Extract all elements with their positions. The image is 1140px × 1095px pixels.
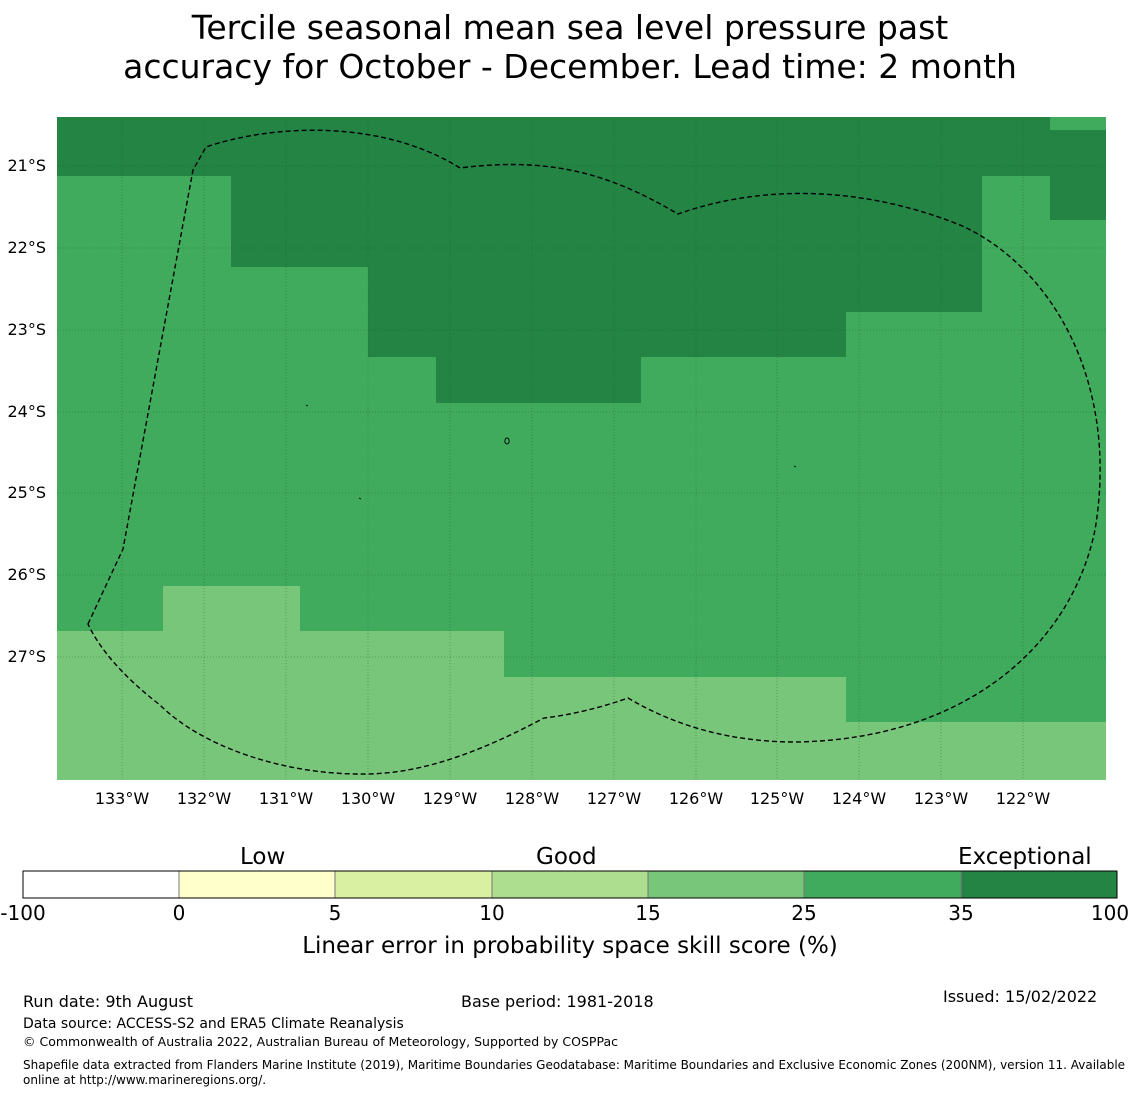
colorbar-tick: 25 bbox=[791, 901, 817, 925]
colorbar-tick: 35 bbox=[948, 901, 974, 925]
lat-label: 21°S bbox=[7, 156, 46, 175]
run-date: Run date: 9th August bbox=[23, 992, 193, 1011]
colorbar-segment bbox=[23, 871, 179, 898]
colorbar-heading-good: Good bbox=[536, 844, 597, 870]
lat-gridlines bbox=[57, 165, 1106, 658]
lon-label: 131°W bbox=[258, 789, 314, 808]
colorbar-label: Linear error in probability space skill … bbox=[302, 933, 838, 959]
lon-label: 132°W bbox=[176, 789, 232, 808]
colorbar-segment bbox=[648, 871, 804, 898]
lon-gridlines bbox=[121, 117, 1024, 780]
lat-label: 26°S bbox=[7, 565, 46, 584]
lat-label: 22°S bbox=[7, 238, 46, 257]
issued-date: Issued: 15/02/2022 bbox=[943, 987, 1098, 1006]
lon-label: 127°W bbox=[586, 789, 642, 808]
shapefile-credit-line-2: online at http://www.marineregions.org/. bbox=[23, 1073, 267, 1087]
lon-label: 126°W bbox=[668, 789, 724, 808]
lon-label: 123°W bbox=[913, 789, 969, 808]
eez-boundary bbox=[87, 129, 1101, 775]
colorbar-segment bbox=[335, 871, 492, 898]
lon-label: 122°W bbox=[995, 789, 1051, 808]
lat-label: 27°S bbox=[7, 647, 46, 666]
colorbar-segment bbox=[179, 871, 335, 898]
lon-label: 130°W bbox=[340, 789, 396, 808]
island-markers bbox=[305, 404, 797, 500]
colorbar-tick: 10 bbox=[479, 901, 505, 925]
colorbar bbox=[22, 870, 1118, 899]
colorbar-segment bbox=[961, 871, 1117, 898]
colorbar-segment bbox=[804, 871, 961, 898]
lon-label: 124°W bbox=[831, 789, 887, 808]
title-line-2: accuracy for October - December. Lead ti… bbox=[123, 47, 1017, 86]
lon-label: 129°W bbox=[422, 789, 478, 808]
colorbar-segment bbox=[492, 871, 648, 898]
colorbar-heading-low: Low bbox=[240, 844, 286, 870]
map-title: Tercile seasonal mean sea level pressure… bbox=[0, 8, 1140, 86]
data-source: Data source: ACCESS-S2 and ERA5 Climate … bbox=[23, 1016, 404, 1032]
colorbar-tick: 0 bbox=[172, 901, 186, 925]
colorbar-tick: 15 bbox=[635, 901, 661, 925]
lon-label: 133°W bbox=[94, 789, 150, 808]
lat-label: 23°S bbox=[7, 320, 46, 339]
colorbar-heading-exceptional: Exceptional bbox=[958, 844, 1092, 870]
colorbar-tick: 100 bbox=[1090, 901, 1130, 925]
lon-label: 125°W bbox=[749, 789, 805, 808]
colorbar-tick: -100 bbox=[0, 901, 46, 925]
shapefile-credit-line-1: Shapefile data extracted from Flanders M… bbox=[23, 1058, 1126, 1072]
title-line-1: Tercile seasonal mean sea level pressure… bbox=[191, 8, 949, 47]
region-good bbox=[57, 586, 1106, 780]
copyright: © Commonwealth of Australia 2022, Austra… bbox=[23, 1034, 618, 1049]
lon-label: 128°W bbox=[504, 789, 560, 808]
colorbar-tick: 5 bbox=[328, 901, 342, 925]
region-exceptional bbox=[57, 117, 1106, 403]
lat-label: 24°S bbox=[7, 402, 46, 421]
lat-label: 25°S bbox=[7, 483, 46, 502]
base-period: Base period: 1981-2018 bbox=[461, 992, 654, 1011]
colorbar-frame bbox=[22, 870, 1118, 899]
